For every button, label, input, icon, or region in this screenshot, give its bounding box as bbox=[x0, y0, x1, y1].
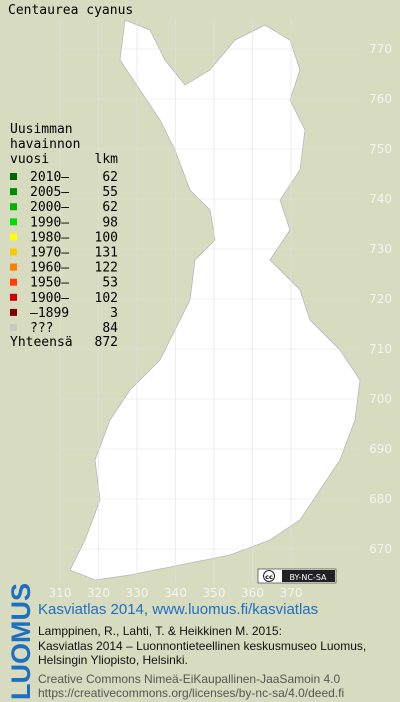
legend-count: 102 bbox=[95, 291, 118, 306]
y-tick-label: 760 bbox=[369, 92, 392, 106]
cc-circle bbox=[263, 570, 275, 582]
legend: 2010– 62 2005– 55 2000– 62 1990– 98 1980– 100 1970… bbox=[10, 170, 118, 336]
citation-line: Helsingin Yliopisto, Helsinki. bbox=[38, 653, 188, 667]
legend-label: 1970– bbox=[30, 246, 69, 261]
legend-label: 1900– bbox=[30, 291, 69, 306]
grid: 310 320 330 340 350 360 370 670 680 690 700 710 720 7… bbox=[49, 20, 392, 600]
legend-swatch bbox=[10, 173, 17, 180]
legend-swatch bbox=[10, 263, 17, 271]
legend-swatch bbox=[10, 324, 17, 331]
y-tick-label: 750 bbox=[369, 142, 392, 156]
logo: LUOMUS bbox=[6, 583, 36, 700]
x-tick-label: 340 bbox=[164, 586, 187, 600]
x-tick-label: 320 bbox=[87, 586, 110, 600]
legend-count: 55 bbox=[102, 185, 118, 200]
legend-swatch bbox=[10, 233, 17, 241]
y-tick-label: 700 bbox=[369, 392, 392, 406]
y-tick-label: 710 bbox=[369, 342, 392, 356]
license-badge: cc BY-NC-SA bbox=[257, 568, 337, 584]
y-tick-label: 720 bbox=[369, 292, 392, 306]
legend-heading: havainnon bbox=[10, 137, 80, 152]
legend-swatch bbox=[10, 203, 17, 211]
license-line: https://creativecommons.org/licenses/by-… bbox=[38, 686, 344, 700]
legend-total-count: 872 bbox=[95, 335, 118, 350]
legend-heading: Uusimman bbox=[10, 122, 73, 137]
y-tick-label: 740 bbox=[369, 192, 392, 206]
legend-swatch bbox=[10, 308, 17, 316]
legend-swatch bbox=[10, 188, 17, 196]
legend-label: 2005– bbox=[30, 185, 69, 200]
license-text: BY-NC-SA bbox=[289, 573, 327, 582]
legend-label: 1990– bbox=[30, 215, 69, 230]
x-tick-label: 330 bbox=[126, 586, 149, 600]
legend-label: 1980– bbox=[30, 230, 69, 245]
legend-count: 3 bbox=[110, 306, 118, 321]
legend-label: 1950– bbox=[30, 276, 69, 291]
x-tick-label: 350 bbox=[203, 586, 226, 600]
legend-swatch bbox=[10, 278, 17, 286]
legend-count: 98 bbox=[102, 215, 118, 230]
legend-swatch bbox=[10, 248, 17, 256]
x-tick-label: 370 bbox=[280, 586, 303, 600]
legend-swatch bbox=[10, 218, 17, 226]
x-tick-label: 310 bbox=[49, 586, 72, 600]
legend-count: 62 bbox=[102, 200, 118, 215]
legend-label: 2000– bbox=[30, 200, 69, 215]
legend-col-header: vuosi bbox=[10, 152, 49, 167]
legend-col-header: lkm bbox=[95, 152, 119, 167]
legend-label: 1960– bbox=[30, 261, 69, 276]
license-line: Creative Commons Nimeä-EiKaupallinen-Jaa… bbox=[38, 672, 340, 686]
legend-label: –1899 bbox=[30, 306, 69, 321]
cc-icon: cc bbox=[265, 573, 273, 581]
map-title: Centaurea cyanus bbox=[8, 3, 133, 18]
y-tick-label: 680 bbox=[369, 492, 392, 506]
citation-line: Lamppinen, R., Lahti, T. & Heikkinen M. … bbox=[38, 624, 282, 638]
legend-count: 100 bbox=[95, 230, 118, 245]
x-tick-label: 360 bbox=[241, 586, 264, 600]
legend-label: 2010– bbox=[30, 170, 69, 185]
legend-label: ??? bbox=[30, 321, 53, 336]
y-tick-label: 690 bbox=[369, 442, 392, 456]
legend-count: 62 bbox=[102, 170, 118, 185]
legend-count: 53 bbox=[102, 276, 118, 291]
y-tick-label: 670 bbox=[369, 542, 392, 556]
legend-total-label: Yhteensä bbox=[10, 335, 73, 350]
badge-dark bbox=[282, 570, 335, 582]
legend-count: 131 bbox=[95, 246, 118, 261]
legend-count: 84 bbox=[102, 321, 118, 336]
y-tick-label: 770 bbox=[369, 42, 392, 56]
legend-swatch bbox=[10, 293, 17, 301]
citation-line: Kasviatlas 2014 – Luonnontieteellinen ke… bbox=[38, 639, 366, 653]
y-tick-label: 730 bbox=[369, 242, 392, 256]
finland-outline bbox=[69, 19, 361, 581]
headline: Kasviatlas 2014, www.luomus.fi/kasviatla… bbox=[38, 601, 318, 618]
legend-count: 122 bbox=[95, 261, 118, 276]
